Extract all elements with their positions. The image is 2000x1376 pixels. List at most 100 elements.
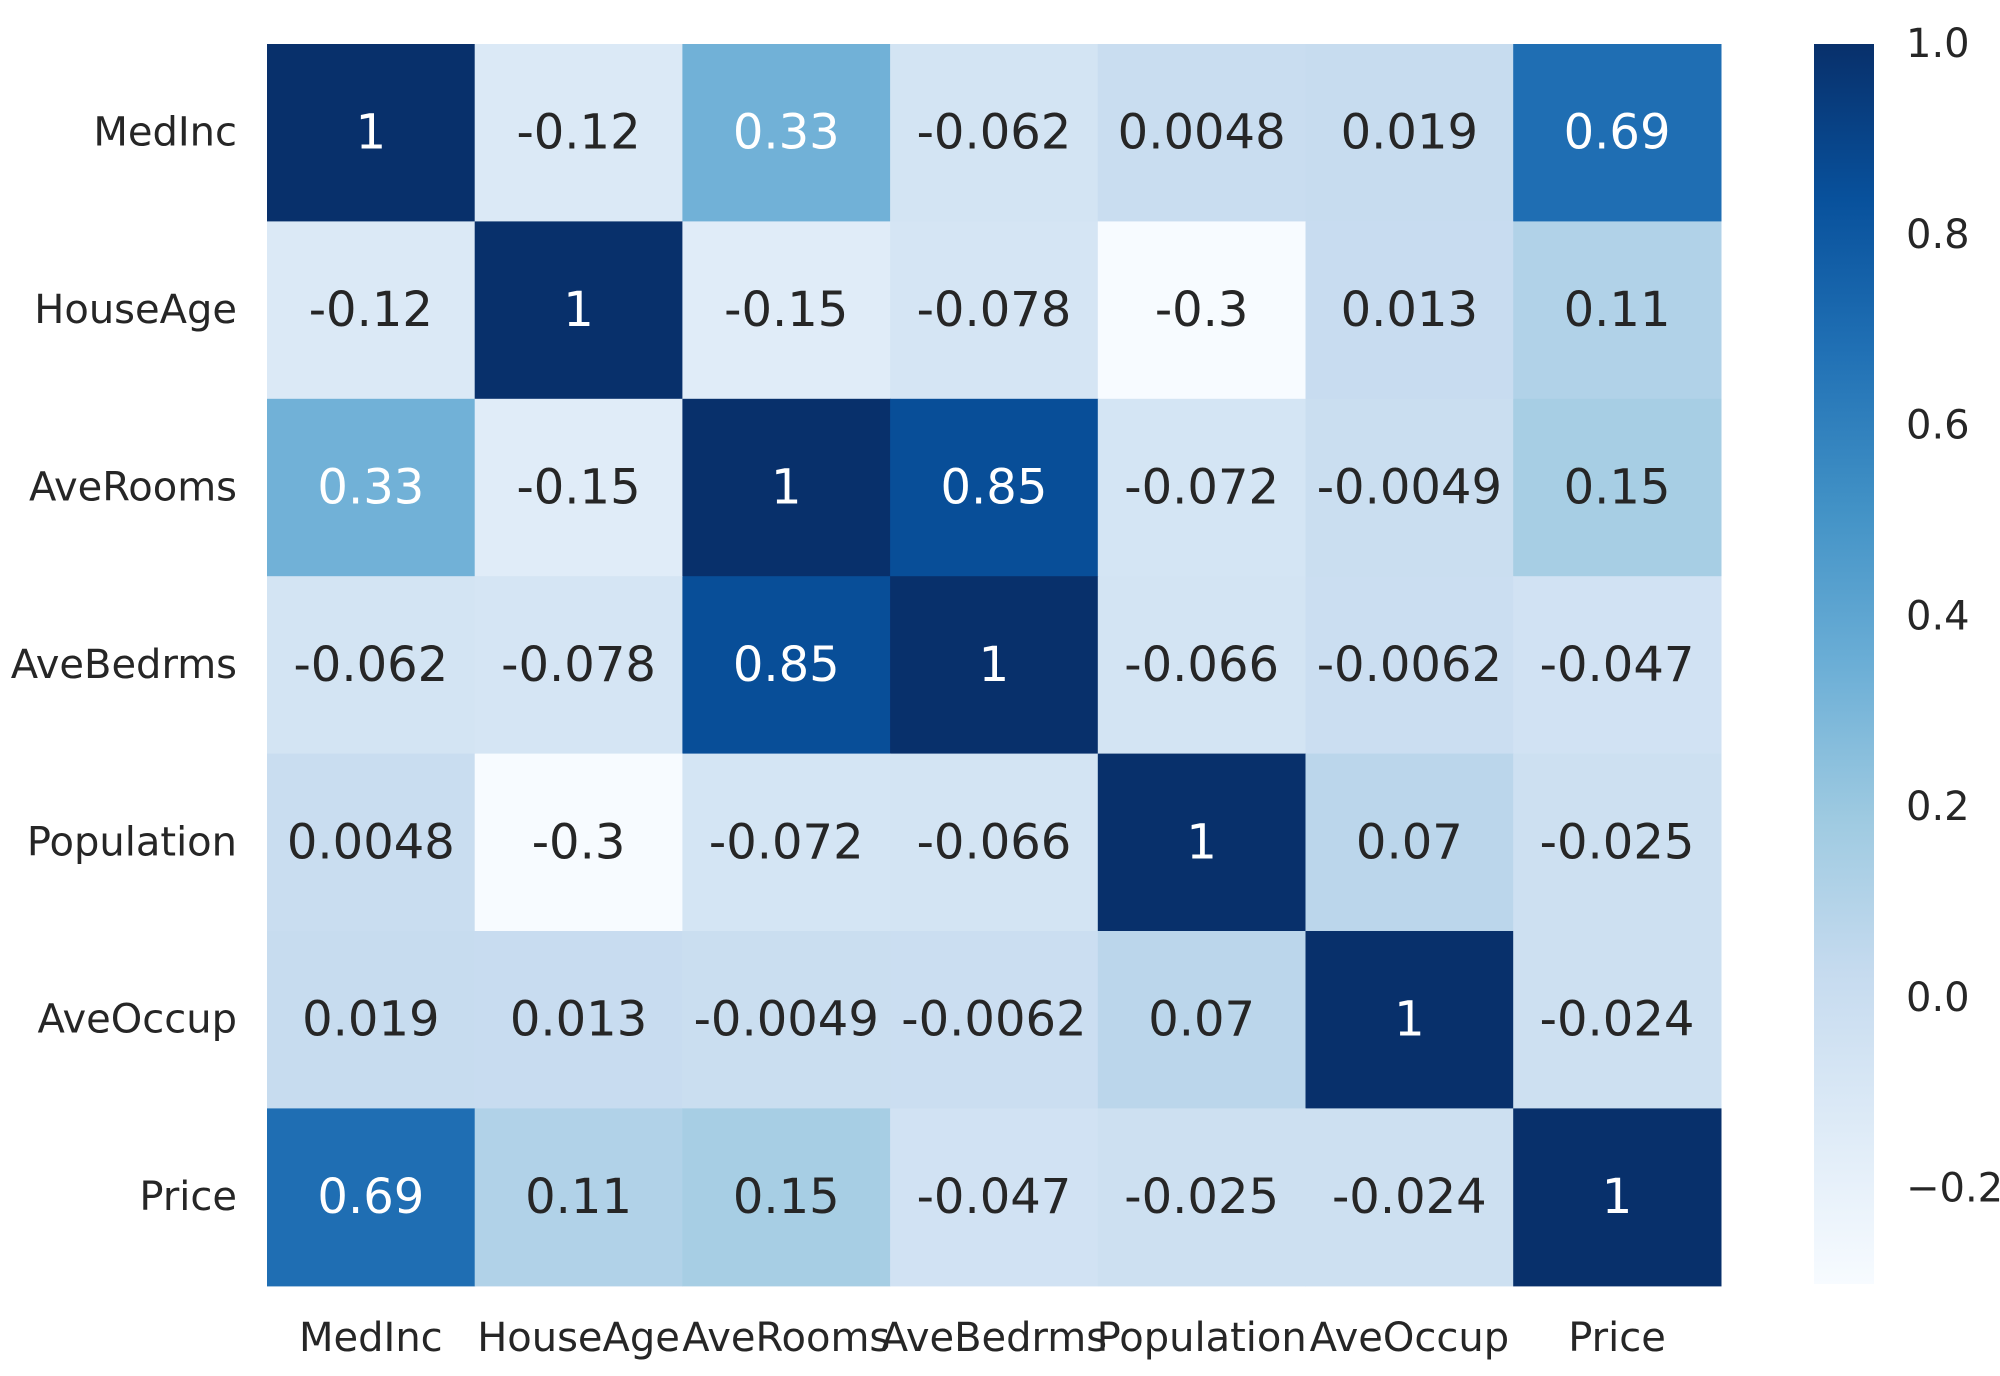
heatmap-cell-0-1 bbox=[474, 44, 683, 222]
cell-annotation-0-0: 1 bbox=[356, 105, 387, 161]
cell-annotation-1-1: 1 bbox=[563, 282, 594, 338]
cell-annotation-3-6: -0.047 bbox=[1540, 637, 1695, 693]
heatmap-cell-6-1 bbox=[474, 1108, 683, 1287]
colorbar-tick-label: 1.0 bbox=[1906, 21, 1970, 67]
cell-annotation-2-4: -0.072 bbox=[1124, 460, 1279, 516]
x-tick-label: Population bbox=[1097, 1315, 1307, 1361]
cell-annotation-4-0: 0.0048 bbox=[287, 814, 455, 870]
cell-annotation-1-2: -0.15 bbox=[724, 282, 848, 338]
colorbar-tick-label: 0.6 bbox=[1906, 403, 1970, 449]
heatmap-cell-5-4 bbox=[1097, 931, 1307, 1109]
cell-annotation-0-5: 0.019 bbox=[1341, 105, 1478, 161]
cell-annotation-2-1: -0.15 bbox=[516, 460, 640, 516]
heatmap-cell-2-5 bbox=[1305, 398, 1514, 577]
cell-annotation-4-4: 1 bbox=[1186, 814, 1217, 870]
cell-annotation-4-2: -0.072 bbox=[709, 814, 864, 870]
heatmap-cell-2-3 bbox=[890, 398, 1099, 577]
heatmap-cell-1-1 bbox=[474, 221, 683, 400]
cell-annotation-6-1: 0.11 bbox=[525, 1169, 632, 1225]
heatmap-cell-3-1 bbox=[474, 576, 683, 755]
cell-annotation-1-6: 0.11 bbox=[1564, 282, 1671, 338]
cell-annotations: 1 -0.12 0.33 -0.062 0.0048 0.019 0.69 -0.12 1 -0.… bbox=[287, 105, 1695, 1225]
colorbar-gradient bbox=[1814, 44, 1874, 1284]
heatmap-cell-4-4 bbox=[1097, 753, 1307, 932]
cell-annotation-3-1: -0.078 bbox=[501, 637, 656, 693]
cell-annotation-3-4: -0.066 bbox=[1124, 637, 1279, 693]
cell-annotation-5-4: 0.07 bbox=[1148, 992, 1255, 1048]
cell-annotation-6-0: 0.69 bbox=[317, 1169, 424, 1225]
heatmap-cell-1-0 bbox=[267, 221, 476, 400]
cell-annotation-0-3: -0.062 bbox=[917, 105, 1072, 161]
heatmap-cell-4-3 bbox=[890, 753, 1099, 932]
colorbar-tick-label: −0.2 bbox=[1906, 1166, 2000, 1212]
heatmap-cell-6-0 bbox=[267, 1108, 476, 1287]
cell-annotation-4-5: 0.07 bbox=[1356, 814, 1463, 870]
cell-annotation-6-4: -0.025 bbox=[1124, 1169, 1279, 1225]
heatmap-cell-6-5 bbox=[1305, 1108, 1514, 1287]
heatmap-cell-1-5 bbox=[1305, 221, 1514, 400]
cell-annotation-1-5: 0.013 bbox=[1341, 282, 1478, 338]
heatmap-cell-2-4 bbox=[1097, 398, 1307, 577]
heatmap-cell-5-1 bbox=[474, 931, 683, 1109]
heatmap-cell-5-3 bbox=[890, 931, 1099, 1109]
colorbar-tick-label: 0.2 bbox=[1906, 784, 1970, 830]
cell-annotation-6-6: 1 bbox=[1602, 1169, 1633, 1225]
heatmap-cell-3-2 bbox=[682, 576, 891, 755]
heatmap-cell-5-2 bbox=[682, 931, 891, 1109]
x-tick-label: AveOccup bbox=[1310, 1315, 1510, 1361]
heatmap-cell-6-6 bbox=[1513, 1108, 1722, 1287]
colorbar: 1.0 0.8 0.6 0.4 0.2 0.0 −0.2 bbox=[1814, 21, 2000, 1284]
cell-annotation-5-0: 0.019 bbox=[302, 992, 439, 1048]
heatmap-cell-2-6 bbox=[1513, 398, 1722, 577]
cell-annotation-6-5: -0.024 bbox=[1332, 1169, 1487, 1225]
cell-annotation-3-2: 0.85 bbox=[733, 637, 840, 693]
cell-annotation-5-3: -0.0062 bbox=[901, 992, 1086, 1048]
y-tick-label: AveRooms bbox=[29, 465, 237, 511]
heatmap-cell-0-6 bbox=[1513, 44, 1722, 222]
cell-annotation-2-0: 0.33 bbox=[317, 460, 424, 516]
x-tick-label: Price bbox=[1568, 1315, 1666, 1361]
cell-annotation-0-1: -0.12 bbox=[516, 105, 640, 161]
cell-annotation-5-5: 1 bbox=[1394, 992, 1425, 1048]
heatmap-cell-0-2 bbox=[682, 44, 891, 222]
x-tick-labels: MedInc HouseAge AveRoomsAveBedrmsPopulatio… bbox=[299, 1315, 1666, 1361]
heatmap-cell-4-0 bbox=[267, 753, 476, 932]
colorbar-tick-label: 0.8 bbox=[1906, 212, 1970, 258]
colorbar-tick-label: 0.0 bbox=[1906, 975, 1970, 1021]
heatmap-cell-1-2 bbox=[682, 221, 891, 400]
cell-annotation-1-0: -0.12 bbox=[309, 282, 433, 338]
cell-annotation-2-3: 0.85 bbox=[941, 460, 1048, 516]
cell-annotation-0-6: 0.69 bbox=[1564, 105, 1671, 161]
heatmap-cell-0-0 bbox=[267, 44, 476, 222]
heatmap-cell-4-5 bbox=[1305, 753, 1514, 932]
x-tick-label: AveBedrms bbox=[881, 1315, 1107, 1361]
cell-annotation-2-5: -0.0049 bbox=[1317, 460, 1502, 516]
y-tick-label: MedInc bbox=[93, 110, 237, 156]
heatmap-cell-4-6 bbox=[1513, 753, 1722, 932]
cell-annotation-5-6: -0.024 bbox=[1540, 992, 1695, 1048]
y-tick-label: Population bbox=[27, 819, 237, 865]
heatmap-cell-1-4 bbox=[1097, 221, 1307, 400]
heatmap-cell-1-3 bbox=[890, 221, 1099, 400]
cell-annotation-3-0: -0.062 bbox=[293, 637, 448, 693]
cell-annotation-0-4: 0.0048 bbox=[1118, 105, 1286, 161]
cell-annotation-4-6: -0.025 bbox=[1540, 814, 1695, 870]
y-tick-label: Price bbox=[139, 1174, 237, 1220]
cell-annotation-5-2: -0.0049 bbox=[694, 992, 879, 1048]
cell-annotation-1-3: -0.078 bbox=[917, 282, 1072, 338]
y-tick-label: AveOccup bbox=[37, 997, 237, 1043]
cell-annotation-2-6: 0.15 bbox=[1564, 460, 1671, 516]
x-tick-label: MedInc bbox=[299, 1315, 443, 1361]
cell-annotation-3-3: 1 bbox=[979, 637, 1010, 693]
heatmap-cell-1-6 bbox=[1513, 221, 1722, 400]
heatmap-cell-3-6 bbox=[1513, 576, 1722, 755]
y-tick-label: AveBedrms bbox=[11, 642, 237, 688]
x-tick-label: HouseAge bbox=[477, 1315, 680, 1361]
cell-annotation-6-2: 0.15 bbox=[733, 1169, 840, 1225]
cell-annotation-0-2: 0.33 bbox=[733, 105, 840, 161]
heatmap-cell-2-2 bbox=[682, 398, 891, 577]
heatmap-cell-3-5 bbox=[1305, 576, 1514, 755]
y-tick-labels: MedInc HouseAge AveRooms AveBedrms Populatio… bbox=[11, 110, 237, 1220]
cell-annotation-3-5: -0.0062 bbox=[1317, 637, 1502, 693]
